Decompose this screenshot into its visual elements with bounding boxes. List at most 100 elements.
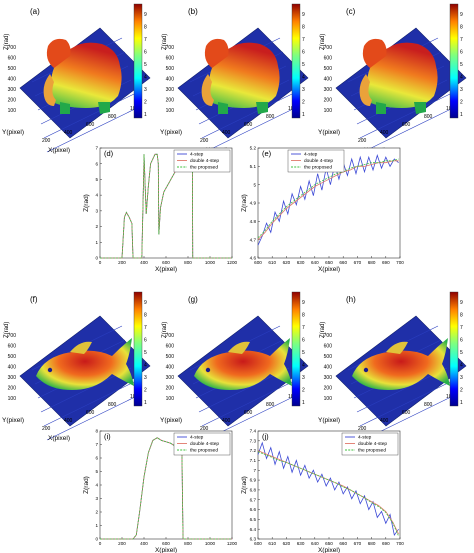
elephant-trunk	[201, 74, 214, 106]
surface-object	[359, 38, 438, 114]
elephant-legs	[218, 102, 268, 114]
x-tick-label: 700	[396, 541, 404, 546]
legend-label: double 4-step	[358, 441, 387, 447]
surface-ytick-label: 700	[324, 333, 333, 339]
surface-xtick-label: 800	[424, 114, 433, 120]
surface-panel-label: (a)	[30, 7, 40, 16]
colorbar-tick-label: 6	[302, 50, 305, 56]
colorbar-tick-label: 2	[302, 388, 305, 394]
x-tick-label: 640	[311, 541, 319, 546]
colorbar-tick-label: 7	[460, 325, 463, 331]
y-tick-label: 4	[95, 193, 98, 198]
surface-ytick-label: 500	[166, 66, 175, 72]
y-ticks: 4.6 4.7 4.8 4.9 5 5.1 5.2	[250, 146, 260, 261]
y-tick-label: 5.2	[250, 146, 257, 151]
surface-xtick-label: 600	[402, 410, 411, 416]
colorbar-ticks: 1 2 3 4 5 6 7 8 9	[460, 12, 463, 118]
colorbar-tick-label: 7	[144, 37, 147, 43]
surface-panel-label: (b)	[188, 7, 198, 16]
surface-panels: Z(rad)100200300400500600700Y(pixel)20040…	[2, 3, 467, 442]
x-tick-label: 670	[354, 541, 362, 546]
surface-xlabel: X(pixel)	[48, 435, 70, 442]
y-tick-label: 5	[95, 469, 98, 474]
surface-ytick-label: 200	[8, 98, 17, 104]
y-tick-label: 7	[253, 468, 256, 473]
legend-box	[341, 432, 399, 456]
colorbar-tick-label: 5	[144, 350, 147, 356]
y-tick-label: 7.1	[250, 458, 257, 463]
y-tick-label: 6	[95, 456, 98, 461]
colorbar-tick-label: 8	[302, 313, 305, 319]
surface-panel: Z(rad) 100 200 300 400 500 600 700 Y(pixel) 200 40…	[160, 291, 309, 442]
y-tick-label: 2	[95, 510, 98, 515]
colorbar-tick-label: 3	[144, 375, 147, 381]
colorbar-tick-label: 7	[460, 37, 463, 43]
line-chart: 600 610 620 630 640 650 660 670 680 690 7006.36.46…	[241, 429, 404, 553]
x-tick-label: 800	[184, 541, 192, 546]
surface-ylabel: Y(pixel)	[160, 417, 182, 424]
surface-yticks: 100 200 300 400 500 600 700	[166, 333, 175, 402]
x-tick-label: 690	[382, 541, 390, 546]
y-tick-label: 5	[95, 177, 98, 182]
surface-ytick-label: 700	[8, 333, 17, 339]
surface-xtick-label: 600	[86, 410, 95, 416]
y-tick-label: 2	[95, 224, 98, 229]
surface-xtick-label: 200	[358, 426, 367, 432]
surface-ytick-label: 700	[8, 45, 17, 51]
colorbar	[449, 3, 459, 119]
elephant-trunk	[359, 74, 372, 106]
line-charts: 0 200 400 600 800 1000 120001234567X(pixel)Z(r…	[83, 146, 404, 553]
fish-fin	[386, 341, 408, 354]
x-axis-label: X(pixel)	[155, 547, 177, 553]
surface-zlabel: Z(rad)	[320, 322, 326, 338]
surface-xtick-label: 200	[42, 426, 51, 432]
colorbar-ticks: 1 2 3 4 5 6 7 8 9	[144, 300, 147, 406]
x-tick-label: 200	[118, 260, 126, 265]
colorbar-tick-label: 3	[302, 375, 305, 381]
elephant-body	[366, 42, 438, 108]
colorbar-tick-label: 4	[144, 75, 147, 81]
legend-box	[287, 149, 345, 173]
y-axis-label: Z(rad)	[83, 194, 90, 212]
line-chart: 0 200 400 600 800 1000 1200 0 1 2 3 4 5 6 7 8 X(pixel) Z(…	[83, 429, 238, 553]
series-line	[100, 153, 232, 259]
x-tick-label: 600	[162, 260, 170, 265]
colorbar-tick-label: 6	[460, 50, 463, 56]
y-tick-label: 6.5	[250, 517, 257, 522]
surface-xtick-label: 800	[266, 402, 275, 408]
surface-ytick-label: 600	[324, 344, 333, 350]
surface-ytick-label: 500	[8, 354, 17, 360]
surface-ytick-label: 300	[166, 375, 175, 381]
x-tick-label: 680	[368, 541, 376, 546]
legend-box	[173, 149, 231, 173]
colorbar-tick-label: 8	[460, 313, 463, 319]
x-tick-label: 660	[339, 260, 347, 265]
surface-ytick-label: 100	[166, 108, 175, 114]
surface-panel: Z(rad) 100 200 300 400 500 600 700 Y(pixel) 200 40…	[2, 3, 151, 154]
surface-xtick-label: 400	[380, 130, 389, 136]
x-tick-label: 600	[254, 260, 262, 265]
x-tick-label: 640	[311, 260, 319, 265]
chart-panel-label: (i)	[104, 432, 111, 441]
x-tick-label: 620	[283, 541, 291, 546]
legend-label: 4-step	[190, 152, 204, 158]
surface-ytick-label: 100	[324, 108, 333, 114]
colorbar-tick-label: 6	[302, 338, 305, 344]
colorbar-tick-label: 3	[460, 375, 463, 381]
surface-ylabel: Y(pixel)	[318, 417, 340, 424]
x-ticks: 600 610 620 630 640 650 660 670 680 690 700	[254, 256, 404, 265]
colorbar-tick-label: 8	[144, 313, 147, 319]
surface-ytick-label: 500	[8, 66, 17, 72]
surface-zlabel: Z(rad)	[162, 322, 168, 338]
colorbar	[133, 3, 143, 119]
fish-eye	[47, 367, 53, 373]
colorbar-tick-label: 4	[460, 75, 463, 81]
surface-ytick-label: 600	[8, 344, 17, 350]
y-tick-label: 4.8	[250, 219, 257, 224]
chart-panel-label: (d)	[104, 149, 114, 158]
surface-panel: Z(rad) 100 200 300 400 500 600 700 Y(pixel) 200 40…	[318, 3, 467, 154]
series-line	[257, 160, 399, 240]
